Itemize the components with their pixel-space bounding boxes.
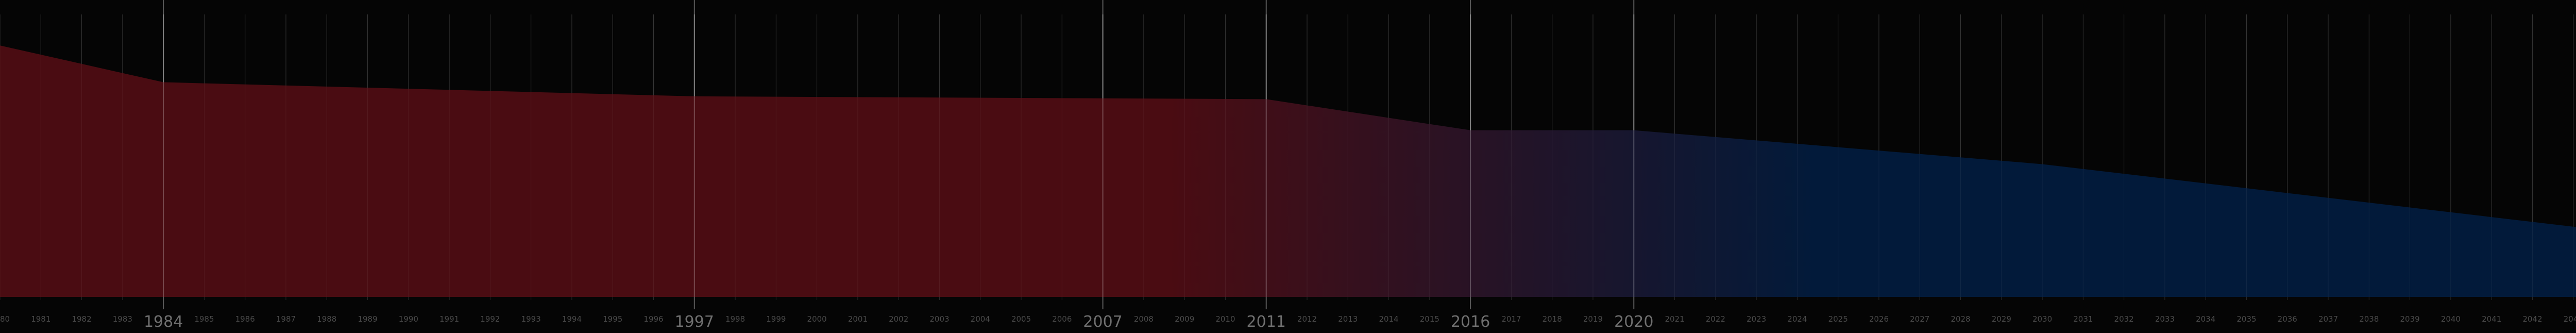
x-tick-label: 2015 [1420, 314, 1439, 324]
area-fill [0, 45, 2576, 297]
x-tick-label: 1980 [0, 314, 10, 324]
x-tick-label: 2003 [929, 314, 949, 324]
x-tick-label: 1988 [317, 314, 336, 324]
x-tick-label: 2031 [2073, 314, 2093, 324]
x-tick-label: 2043 [2564, 314, 2576, 324]
x-tick-label: 2024 [1787, 314, 1807, 324]
x-tick-label: 1991 [439, 314, 459, 324]
x-tick-label: 2040 [2441, 314, 2461, 324]
x-tick-label: 1994 [562, 314, 582, 324]
x-tick-label: 1993 [521, 314, 541, 324]
x-tick-label: 1981 [31, 314, 50, 324]
x-tick-label: 2034 [2196, 314, 2215, 324]
x-tick-label: 2014 [1379, 314, 1398, 324]
x-tick-label: 2035 [2236, 314, 2256, 324]
x-tick-label: 1983 [113, 314, 132, 324]
x-tick-label: 2042 [2522, 314, 2542, 324]
x-tick-label: 1985 [194, 314, 214, 324]
x-tick-label: 2013 [1338, 314, 1358, 324]
x-tick-label: 1997 [675, 313, 714, 331]
x-tick-label: 2011 [1247, 313, 1286, 331]
x-tick-label: 2012 [1297, 314, 1317, 324]
x-tick-label: 2002 [889, 314, 908, 324]
x-tick-label: 2037 [2318, 314, 2338, 324]
x-tick-label: 2020 [1614, 313, 1653, 331]
x-tick-label: 2008 [1134, 314, 1154, 324]
x-tick-label: 2036 [2278, 314, 2297, 324]
x-tick-label: 1984 [144, 313, 183, 331]
x-tick-label: 2017 [1501, 314, 1521, 324]
x-tick-label: 2025 [1828, 314, 1848, 324]
x-tick-label: 2000 [807, 314, 827, 324]
x-tick-label: 2010 [1215, 314, 1235, 324]
x-tick-label: 1989 [358, 314, 377, 324]
x-tick-label: 1999 [766, 314, 786, 324]
x-tick-label: 2032 [2114, 314, 2134, 324]
x-tick-label: 2027 [1910, 314, 1929, 324]
x-tick-label: 2038 [2359, 314, 2379, 324]
x-tick-label: 1995 [603, 314, 622, 324]
x-tick-label: 2005 [1011, 314, 1031, 324]
x-tick-label: 2041 [2482, 314, 2501, 324]
x-tick-label: 1998 [725, 314, 745, 324]
x-tick-label: 2039 [2400, 314, 2420, 324]
x-tick-label: 2021 [1665, 314, 1684, 324]
x-tick-label: 1986 [235, 314, 255, 324]
x-tick-label: 2019 [1583, 314, 1603, 324]
x-tick-label: 2016 [1451, 313, 1490, 331]
x-tick-label: 2004 [971, 314, 990, 324]
area-series [0, 14, 2576, 297]
x-tick-label: 2001 [848, 314, 868, 324]
x-tick-label: 1982 [72, 314, 91, 324]
x-tick-label: 1992 [480, 314, 500, 324]
x-tick-label: 2006 [1052, 314, 1072, 324]
x-tick-label: 1990 [399, 314, 418, 324]
x-tick-label: 2007 [1083, 313, 1122, 331]
x-tick-label: 2029 [1992, 314, 2011, 324]
x-tick-label: 2023 [1747, 314, 1766, 324]
x-axis-ticks: 1980 1981 1982 1983 1984 1985 1986 1987 1988 1989… [0, 313, 2576, 331]
x-tick-label: 1996 [643, 314, 663, 324]
x-tick-label: 2009 [1175, 314, 1194, 324]
x-tick-label: 2030 [2032, 314, 2052, 324]
x-tick-label: 2018 [1543, 314, 1562, 324]
x-tick-label: 2033 [2155, 314, 2175, 324]
x-tick-label: 2028 [1951, 314, 1970, 324]
x-tick-label: 1987 [276, 314, 296, 324]
x-tick-label: 2026 [1869, 314, 1889, 324]
x-tick-label: 2022 [1706, 314, 1725, 324]
